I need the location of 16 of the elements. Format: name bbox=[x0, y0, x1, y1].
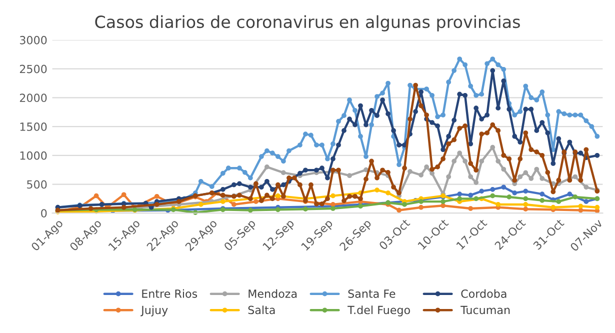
y-tick-label: 1000 bbox=[20, 151, 47, 160]
legend-label: Entre Rios bbox=[142, 289, 198, 298]
y-tick-label: 3000 bbox=[20, 36, 47, 44]
y-tick-label: 2000 bbox=[20, 94, 47, 102]
legend-label: Mendoza bbox=[248, 289, 297, 298]
legend-label: T.del Fuego bbox=[348, 306, 410, 316]
y-tick-label: 0 bbox=[41, 209, 47, 218]
legend-label: Cordoba bbox=[461, 289, 506, 298]
y-tick-label: 1500 bbox=[20, 122, 47, 131]
y-tick-label: 2500 bbox=[20, 64, 47, 74]
legend-label: Jujuy bbox=[140, 306, 168, 316]
chart-title: Casos diarios de coronavirus en algunas provincias bbox=[95, 15, 520, 32]
legend-label: Salta bbox=[248, 306, 275, 314]
legend-label: Tucuman bbox=[460, 306, 510, 314]
legend-label: Santa Fe bbox=[348, 289, 396, 298]
y-tick-label: 500 bbox=[27, 180, 47, 189]
